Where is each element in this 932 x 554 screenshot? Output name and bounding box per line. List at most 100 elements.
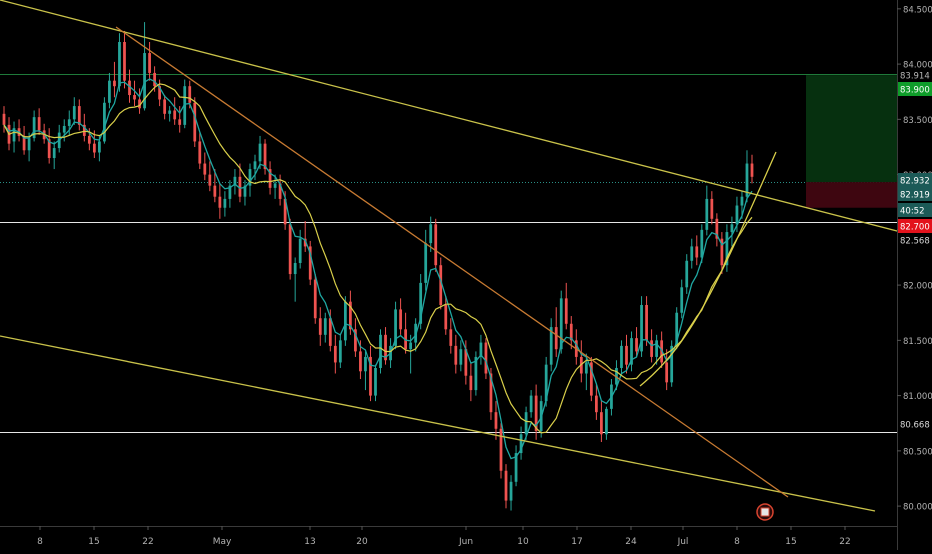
x-tick-label: 10 xyxy=(517,537,529,547)
price-label-text: 82.700 xyxy=(900,223,930,233)
candle-body xyxy=(193,102,197,142)
candle-body xyxy=(318,318,322,335)
candle-body xyxy=(504,470,508,501)
x-tick-label: 15 xyxy=(88,537,99,547)
candle-body xyxy=(223,198,227,208)
candle-body xyxy=(108,80,111,103)
candle-body xyxy=(564,298,568,324)
candle-body xyxy=(103,102,106,142)
price-label-tag xyxy=(898,173,932,187)
candle-body xyxy=(554,327,558,350)
candle-body xyxy=(198,141,202,164)
event-markers[interactable] xyxy=(756,503,774,521)
candle-body xyxy=(303,238,307,247)
candle-body xyxy=(263,143,267,170)
candle-body xyxy=(439,265,443,305)
price-label-tag xyxy=(898,219,932,233)
candle-body xyxy=(449,329,453,346)
candle-body xyxy=(429,224,433,244)
candle-body xyxy=(589,362,593,396)
x-tick-label: 17 xyxy=(571,537,582,547)
candle-body xyxy=(349,301,352,330)
price-label-text: 82.919 xyxy=(900,191,930,201)
candle-body xyxy=(635,338,638,352)
candle-body xyxy=(424,243,428,283)
candle-body xyxy=(730,224,734,233)
lower-channel-trendline[interactable] xyxy=(0,335,876,512)
falling-trendline[interactable] xyxy=(115,26,789,498)
candle-body xyxy=(92,143,96,153)
candle-body xyxy=(27,138,31,151)
price-label-tag xyxy=(898,233,932,247)
candle-body xyxy=(720,238,724,266)
candle-body xyxy=(354,329,357,352)
y-tick-label: 83.500 xyxy=(903,116,932,126)
x-tick-label: 13 xyxy=(304,537,315,547)
candle-body xyxy=(534,395,538,431)
y-tick-label: 84.500 xyxy=(903,5,932,15)
position-target-zone[interactable] xyxy=(806,75,897,183)
candle-body xyxy=(323,318,327,335)
candle-body xyxy=(469,375,473,391)
candle-body xyxy=(12,128,16,142)
candle-body xyxy=(740,196,744,206)
candle-body xyxy=(379,334,382,368)
long-position-tool[interactable] xyxy=(806,75,897,208)
candle-body xyxy=(113,80,116,87)
candle-body xyxy=(173,110,177,120)
candle-body xyxy=(188,86,192,103)
rising-trendline[interactable] xyxy=(639,151,777,387)
candle-body xyxy=(178,119,182,125)
position-stop-zone[interactable] xyxy=(806,182,897,208)
candle-body xyxy=(238,176,242,197)
candle-body xyxy=(2,113,6,125)
candle-body xyxy=(645,304,648,341)
candle-body xyxy=(529,395,533,413)
y-tick-label: 82.000 xyxy=(903,282,932,292)
y-tick-label: 81.000 xyxy=(903,392,932,402)
x-tick-label: 22 xyxy=(839,537,850,547)
upper-channel-trendline[interactable] xyxy=(0,0,932,241)
candle-body xyxy=(474,356,478,391)
candle-body xyxy=(705,198,709,230)
candle-body xyxy=(544,364,548,402)
candle-body xyxy=(248,169,252,186)
candle-body xyxy=(594,395,598,413)
candle-body xyxy=(298,238,302,263)
candle-body xyxy=(213,185,217,197)
price-label-text: 80.668 xyxy=(900,421,930,431)
candle-body xyxy=(384,334,387,361)
candle-body xyxy=(725,232,729,266)
x-tick-label: 8 xyxy=(37,537,43,547)
price-label-text: 83.914 xyxy=(900,72,930,82)
candle-body xyxy=(253,161,257,170)
candle-body xyxy=(163,99,167,114)
candle-body xyxy=(333,345,337,363)
candle-body xyxy=(203,163,207,175)
candle-body xyxy=(444,304,448,330)
x-tick-label: May xyxy=(213,537,232,547)
candle-body xyxy=(735,205,739,225)
trendlines[interactable] xyxy=(0,0,932,512)
candle-body xyxy=(67,119,71,126)
price-label-tag xyxy=(898,68,932,82)
candle-body xyxy=(62,125,66,133)
candle-body xyxy=(183,86,187,125)
y-tick-label: 80.500 xyxy=(903,447,932,457)
candle-body xyxy=(123,41,126,81)
candle-body xyxy=(464,349,468,376)
candle-body xyxy=(409,342,413,350)
candle-body xyxy=(208,174,212,186)
y-tick-label: 81.500 xyxy=(903,337,932,347)
candle-body xyxy=(650,340,653,357)
candle-body xyxy=(364,356,367,372)
candle-body xyxy=(394,309,397,346)
candle-body xyxy=(77,106,81,125)
candle-body xyxy=(509,481,513,501)
candle-body xyxy=(243,185,247,197)
moving-averages xyxy=(3,78,753,460)
calendar-event-glyph xyxy=(760,507,770,517)
candle-body xyxy=(399,309,402,330)
